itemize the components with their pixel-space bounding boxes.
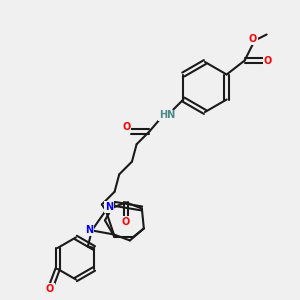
Text: O: O <box>263 56 272 65</box>
Text: O: O <box>122 122 130 133</box>
Text: O: O <box>46 284 54 294</box>
Text: O: O <box>122 218 130 227</box>
Text: N: N <box>85 226 93 236</box>
Text: O: O <box>248 34 257 44</box>
Text: N: N <box>105 202 113 212</box>
Text: HN: HN <box>159 110 176 121</box>
